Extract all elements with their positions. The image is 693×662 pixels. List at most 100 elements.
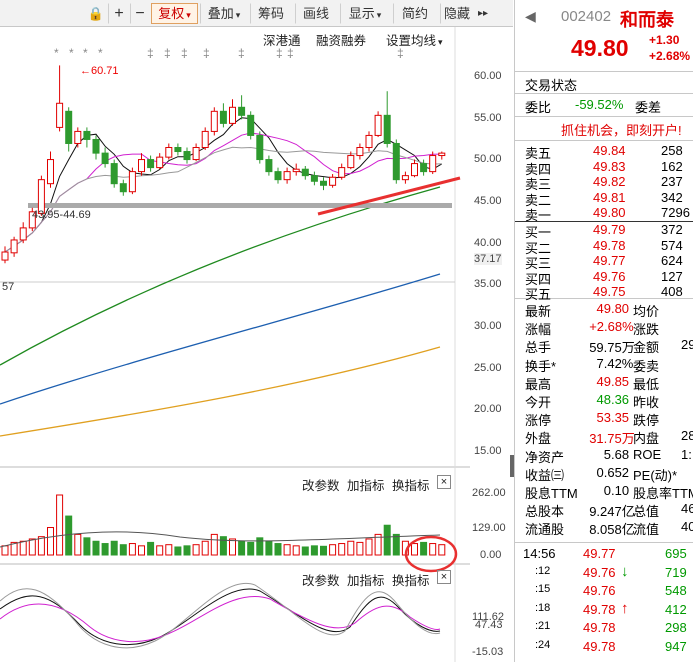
volume-bar — [138, 545, 145, 556]
tick-row: :18 49.78 412 ↑ — [515, 600, 693, 620]
price-tick: 20.00 — [474, 403, 502, 415]
candle-body — [201, 130, 209, 148]
stat-row: 最新 49.80 均价 — [515, 301, 693, 319]
ma-line-orange — [0, 346, 441, 437]
volume-bar — [383, 524, 391, 556]
event-marker-icon: ‡ — [181, 46, 188, 60]
volume-tick: 129.00 — [472, 522, 506, 534]
close-icon[interactable]: × — [437, 570, 451, 584]
order-price: 49.76 — [593, 268, 626, 284]
order-price: 49.78 — [593, 237, 626, 253]
range-label: 43.95-44.69 — [32, 209, 91, 221]
order-label: 卖一 — [525, 208, 552, 224]
event-marker-icon: ‡ — [287, 46, 294, 60]
zoom-out-button[interactable]: − — [130, 3, 150, 24]
candle-body — [401, 175, 409, 181]
tick-price: 49.77 — [583, 546, 616, 561]
kline-chart[interactable]: * * * * ‡ ‡ ‡ ‡ ‡ ‡ ‡ ‡ 深港通 融资融券 设置均线 ▾ 60.00 55.00 … — [0, 27, 513, 662]
volume-bar — [338, 543, 346, 556]
huaxian-button[interactable]: 画线 — [295, 3, 337, 24]
stat-label: 最新 — [525, 304, 552, 319]
stat-label: 涨停 — [525, 413, 552, 429]
macd-add-indicator-button[interactable]: 加指标 — [347, 574, 385, 588]
stat-label: 总手 — [525, 340, 552, 356]
stat-label: 金额 — [633, 340, 660, 356]
stat-label: 净资产 — [525, 449, 565, 465]
volume-switch-indicator-button[interactable]: 换指标 — [392, 479, 430, 493]
tick-time: :12 — [535, 564, 551, 577]
tick-price: 49.78 — [583, 639, 616, 654]
tick-row: :24 49.78 947 — [515, 639, 693, 657]
stat-label: 委卖 — [633, 358, 660, 374]
price-tick: 45.00 — [474, 195, 502, 207]
stat-value: 49.85 — [596, 373, 630, 389]
panel-collapse-handle[interactable] — [510, 455, 516, 477]
order-volume: 624 — [661, 253, 683, 269]
stat-value: 46 — [681, 501, 693, 517]
stat-label: 内盘 — [633, 431, 660, 447]
stat-label: PE(动)* — [633, 467, 678, 483]
kdj-line-k — [0, 588, 441, 646]
candle-body — [383, 114, 391, 144]
stat-value: 40 — [681, 519, 693, 535]
order-label: 买一 — [525, 225, 552, 240]
fuquan-button[interactable]: 复权 ▾ — [151, 3, 198, 24]
tick-row: :15 49.76 548 — [515, 583, 693, 601]
candle-body — [310, 175, 318, 182]
chevron-down-icon: ▾ — [438, 37, 443, 47]
kline-canvas[interactable]: * * * * ‡ ‡ ‡ ‡ ‡ ‡ ‡ ‡ — [0, 27, 513, 662]
close-icon[interactable]: × — [437, 475, 451, 489]
candle-body — [347, 155, 355, 169]
xianshi-button[interactable]: 显示 ▾ — [340, 3, 390, 24]
candle-body — [238, 106, 246, 116]
volume-bar — [274, 543, 282, 556]
diejia-button[interactable]: 叠加 ▾ — [200, 3, 248, 24]
zoom-in-button[interactable]: + — [108, 3, 130, 24]
event-marker-icon: * — [98, 46, 103, 60]
stat-label: 均价 — [633, 304, 660, 319]
volume-bar — [147, 541, 155, 556]
chevron-down-icon: ▾ — [186, 10, 191, 20]
volume-params-button[interactable]: 改参数 — [302, 479, 340, 493]
chevron-down-icon: ▾ — [235, 10, 241, 20]
volume-add-indicator-button[interactable]: 加指标 — [347, 479, 385, 493]
more-icon[interactable]: ▸▸ — [477, 8, 489, 19]
chouma-button[interactable]: 筹码 — [250, 3, 292, 24]
shentong-link[interactable]: 深港通 — [263, 34, 301, 48]
set-ma-button[interactable]: 设置均线 ▾ — [386, 30, 443, 49]
volume-bar — [292, 545, 300, 556]
tick-time: :18 — [535, 601, 551, 614]
jianyue-button[interactable]: 简约 — [393, 3, 437, 24]
tick-time: :15 — [535, 583, 551, 596]
candle-body — [156, 156, 164, 169]
sell-order-row: 卖三 49.82 237 — [515, 174, 693, 192]
back-arrow-icon[interactable]: ◀ — [525, 8, 536, 24]
order-label: 卖四 — [525, 161, 552, 177]
candle-body — [10, 239, 18, 254]
volume-bar — [347, 540, 355, 556]
price-tick: 50.00 — [474, 153, 502, 165]
promo-banner[interactable]: 抓住机会，即刻开户! — [515, 120, 693, 138]
tick-volume: 947 — [665, 639, 687, 654]
rongzi-link[interactable]: 融资融券 — [316, 34, 367, 48]
candle-body — [65, 110, 73, 144]
macd-params-button[interactable]: 改参数 — [302, 574, 340, 588]
macd-switch-indicator-button[interactable]: 换指标 — [392, 574, 430, 588]
candle-body — [429, 155, 437, 173]
candle-body — [265, 159, 273, 173]
trade-status-label: 交易状态 — [525, 78, 578, 93]
price-tick: 60.00 — [474, 70, 502, 82]
buy-order-row: 买三 49.77 624 — [515, 253, 693, 271]
order-price: 49.81 — [593, 189, 626, 205]
candle-body — [247, 114, 255, 136]
yincang-button[interactable]: 隐藏 — [440, 3, 474, 24]
volume-bar — [28, 538, 36, 556]
volume-bar — [392, 533, 400, 556]
promo-text[interactable]: 抓住机会，即刻开户! — [561, 123, 682, 138]
order-volume: 342 — [661, 189, 683, 205]
stat-row: 总股本 9.247亿 总值 46 — [515, 501, 693, 519]
volume-bar — [183, 545, 191, 556]
volume-bar — [110, 540, 118, 556]
order-price: 49.79 — [593, 222, 626, 237]
lock-icon[interactable]: 🔒 — [87, 6, 105, 21]
